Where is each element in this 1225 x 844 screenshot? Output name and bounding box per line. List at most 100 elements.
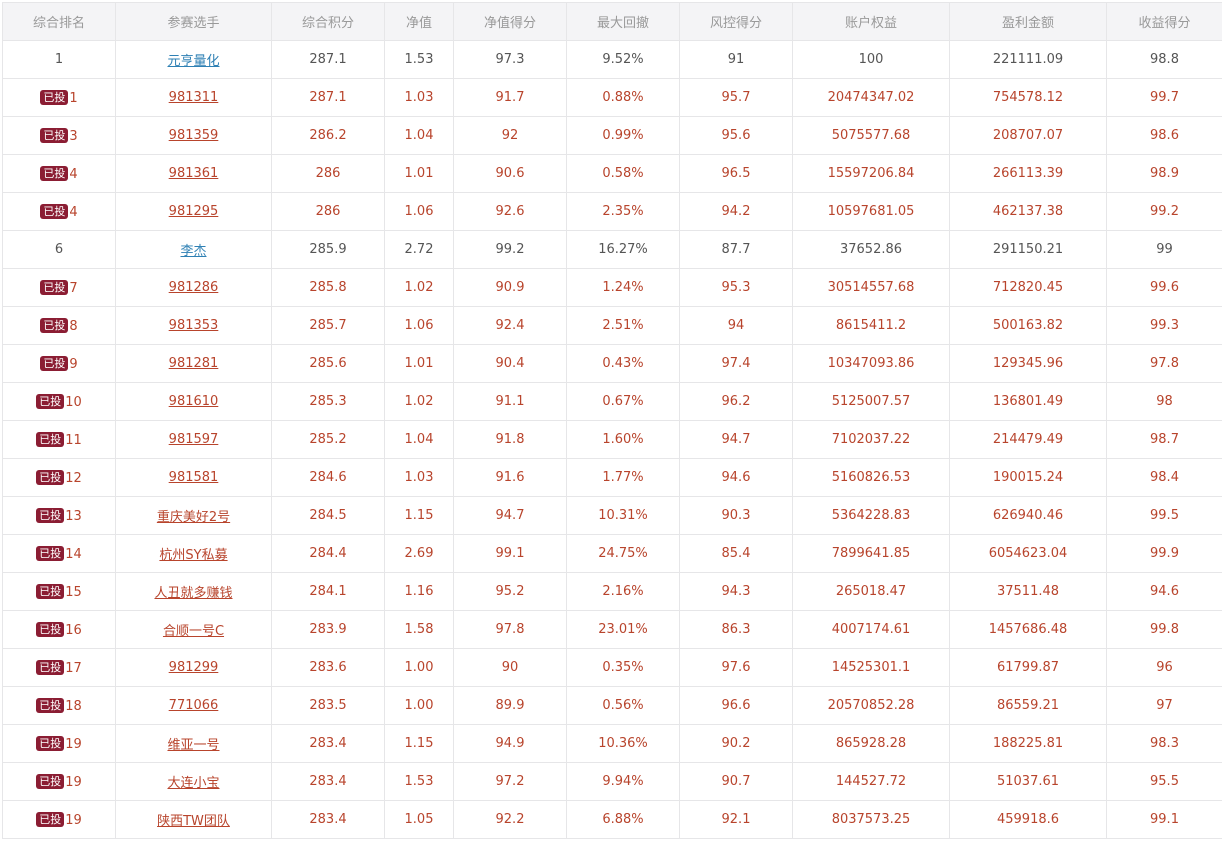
player-link[interactable]: 维亚一号 — [167, 738, 220, 753]
nav-score-cell: 95.2 — [453, 572, 567, 611]
rank-cell: 已投 19 — [2, 724, 116, 763]
player-link[interactable]: 元亨量化 — [167, 54, 220, 69]
nav-score-cell: 91.6 — [453, 458, 567, 497]
rank-value: 1 — [54, 52, 64, 67]
score-cell: 283.5 — [271, 686, 385, 725]
max-drawdown-cell: 1.24% — [566, 268, 680, 307]
player-link[interactable]: 981299 — [168, 660, 219, 675]
player-link[interactable]: 李杰 — [180, 244, 207, 259]
player-link[interactable]: 981361 — [168, 166, 219, 181]
return-score-cell: 97 — [1106, 686, 1222, 725]
table-row: 已投 3 981359 286.2 1.04 92 0.99% 95.6 5075577.68 2… — [2, 116, 1222, 155]
max-drawdown-cell: 0.35% — [566, 648, 680, 687]
player-cell: 771066 — [115, 686, 272, 725]
player-cell: 人丑就多赚钱 — [115, 572, 272, 611]
nav-score-cell: 97.8 — [453, 610, 567, 649]
player-cell: 981311 — [115, 78, 272, 117]
player-cell: 杭州SY私募 — [115, 534, 272, 573]
risk-score-cell: 90.3 — [679, 496, 793, 535]
player-link[interactable]: 981581 — [168, 470, 219, 485]
risk-score-cell: 94.6 — [679, 458, 793, 497]
player-link[interactable]: 981610 — [168, 394, 219, 409]
equity-cell: 5075577.68 — [792, 116, 950, 155]
player-link[interactable]: 981311 — [168, 90, 219, 105]
profit-cell: 208707.07 — [949, 116, 1107, 155]
player-link[interactable]: 981286 — [168, 280, 219, 295]
rank-value: 17 — [65, 660, 82, 676]
player-link[interactable]: 人丑就多赚钱 — [154, 586, 233, 601]
player-link[interactable]: 981359 — [168, 128, 219, 143]
nav-cell: 1.00 — [384, 686, 454, 725]
nav-score-cell: 99.1 — [453, 534, 567, 573]
return-score-cell: 99 — [1106, 230, 1222, 269]
player-cell: 981281 — [115, 344, 272, 383]
max-drawdown-cell: 0.56% — [566, 686, 680, 725]
profit-cell: 61799.87 — [949, 648, 1107, 687]
return-score-cell: 98.7 — [1106, 420, 1222, 459]
score-cell: 285.7 — [271, 306, 385, 345]
nav-cell: 1.04 — [384, 116, 454, 155]
player-link[interactable]: 981597 — [168, 432, 219, 447]
score-cell: 283.6 — [271, 648, 385, 687]
equity-cell: 20474347.02 — [792, 78, 950, 117]
player-link[interactable]: 981281 — [168, 356, 219, 371]
header-nav-score: 净值得分 — [453, 2, 567, 41]
risk-score-cell: 97.6 — [679, 648, 793, 687]
rank-value: 3 — [69, 128, 78, 144]
player-link[interactable]: 重庆美好2号 — [156, 510, 231, 525]
player-link[interactable]: 合顺一号C — [162, 624, 225, 639]
table-row: 已投 4 981361 286 1.01 90.6 0.58% 96.5 15597206.84… — [2, 154, 1222, 193]
equity-cell: 5364228.83 — [792, 496, 950, 535]
nav-cell: 1.15 — [384, 496, 454, 535]
rank-value: 1 — [69, 90, 78, 106]
player-cell: 重庆美好2号 — [115, 496, 272, 535]
return-score-cell: 99.6 — [1106, 268, 1222, 307]
player-cell: 981597 — [115, 420, 272, 459]
nav-cell: 1.53 — [384, 40, 454, 79]
profit-cell: 754578.12 — [949, 78, 1107, 117]
max-drawdown-cell: 16.27% — [566, 230, 680, 269]
rank-cell: 已投 11 — [2, 420, 116, 459]
invested-badge: 已投 — [36, 811, 65, 827]
rank-value: 13 — [65, 508, 82, 524]
rank-cell: 已投 1 — [2, 78, 116, 117]
rank-cell: 已投 8 — [2, 306, 116, 345]
player-link[interactable]: 981353 — [168, 318, 219, 333]
invested-badge: 已投 — [36, 697, 65, 713]
player-link[interactable]: 771066 — [168, 698, 219, 713]
table-row: 已投 15 人丑就多赚钱 284.1 1.16 95.2 2.16% 94.3 265018.4… — [2, 572, 1222, 611]
player-link[interactable]: 杭州SY私募 — [159, 548, 228, 563]
profit-cell: 188225.81 — [949, 724, 1107, 763]
player-link[interactable]: 大连小宝 — [167, 776, 220, 791]
nav-cell: 1.05 — [384, 800, 454, 839]
max-drawdown-cell: 0.88% — [566, 78, 680, 117]
table-row: 已投 16 合顺一号C 283.9 1.58 97.8 23.01% 86.3 4007174.… — [2, 610, 1222, 649]
nav-score-cell: 91.1 — [453, 382, 567, 421]
nav-score-cell: 90 — [453, 648, 567, 687]
return-score-cell: 99.2 — [1106, 192, 1222, 231]
max-drawdown-cell: 1.77% — [566, 458, 680, 497]
invested-badge: 已投 — [36, 545, 65, 561]
player-cell: 元亨量化 — [115, 40, 272, 79]
rank-value: 18 — [65, 698, 82, 714]
invested-badge: 已投 — [36, 659, 65, 675]
equity-cell: 865928.28 — [792, 724, 950, 763]
score-cell: 284.5 — [271, 496, 385, 535]
rank-value: 14 — [65, 546, 82, 562]
rank-cell: 已投 15 — [2, 572, 116, 611]
rank-cell: 已投 9 — [2, 344, 116, 383]
player-link[interactable]: 陕西TW团队 — [157, 814, 230, 829]
equity-cell: 265018.47 — [792, 572, 950, 611]
return-score-cell: 98.8 — [1106, 40, 1222, 79]
profit-cell: 500163.82 — [949, 306, 1107, 345]
player-link[interactable]: 981295 — [168, 204, 219, 219]
profit-cell: 51037.61 — [949, 762, 1107, 801]
nav-cell: 1.58 — [384, 610, 454, 649]
rank-cell: 已投 10 — [2, 382, 116, 421]
player-cell: 陕西TW团队 — [115, 800, 272, 839]
invested-badge: 已投 — [40, 355, 69, 371]
equity-cell: 20570852.28 — [792, 686, 950, 725]
table-row: 6 李杰 285.9 2.72 99.2 16.27% 87.7 37652.86 291150… — [2, 230, 1222, 269]
rank-cell: 已投 19 — [2, 800, 116, 839]
